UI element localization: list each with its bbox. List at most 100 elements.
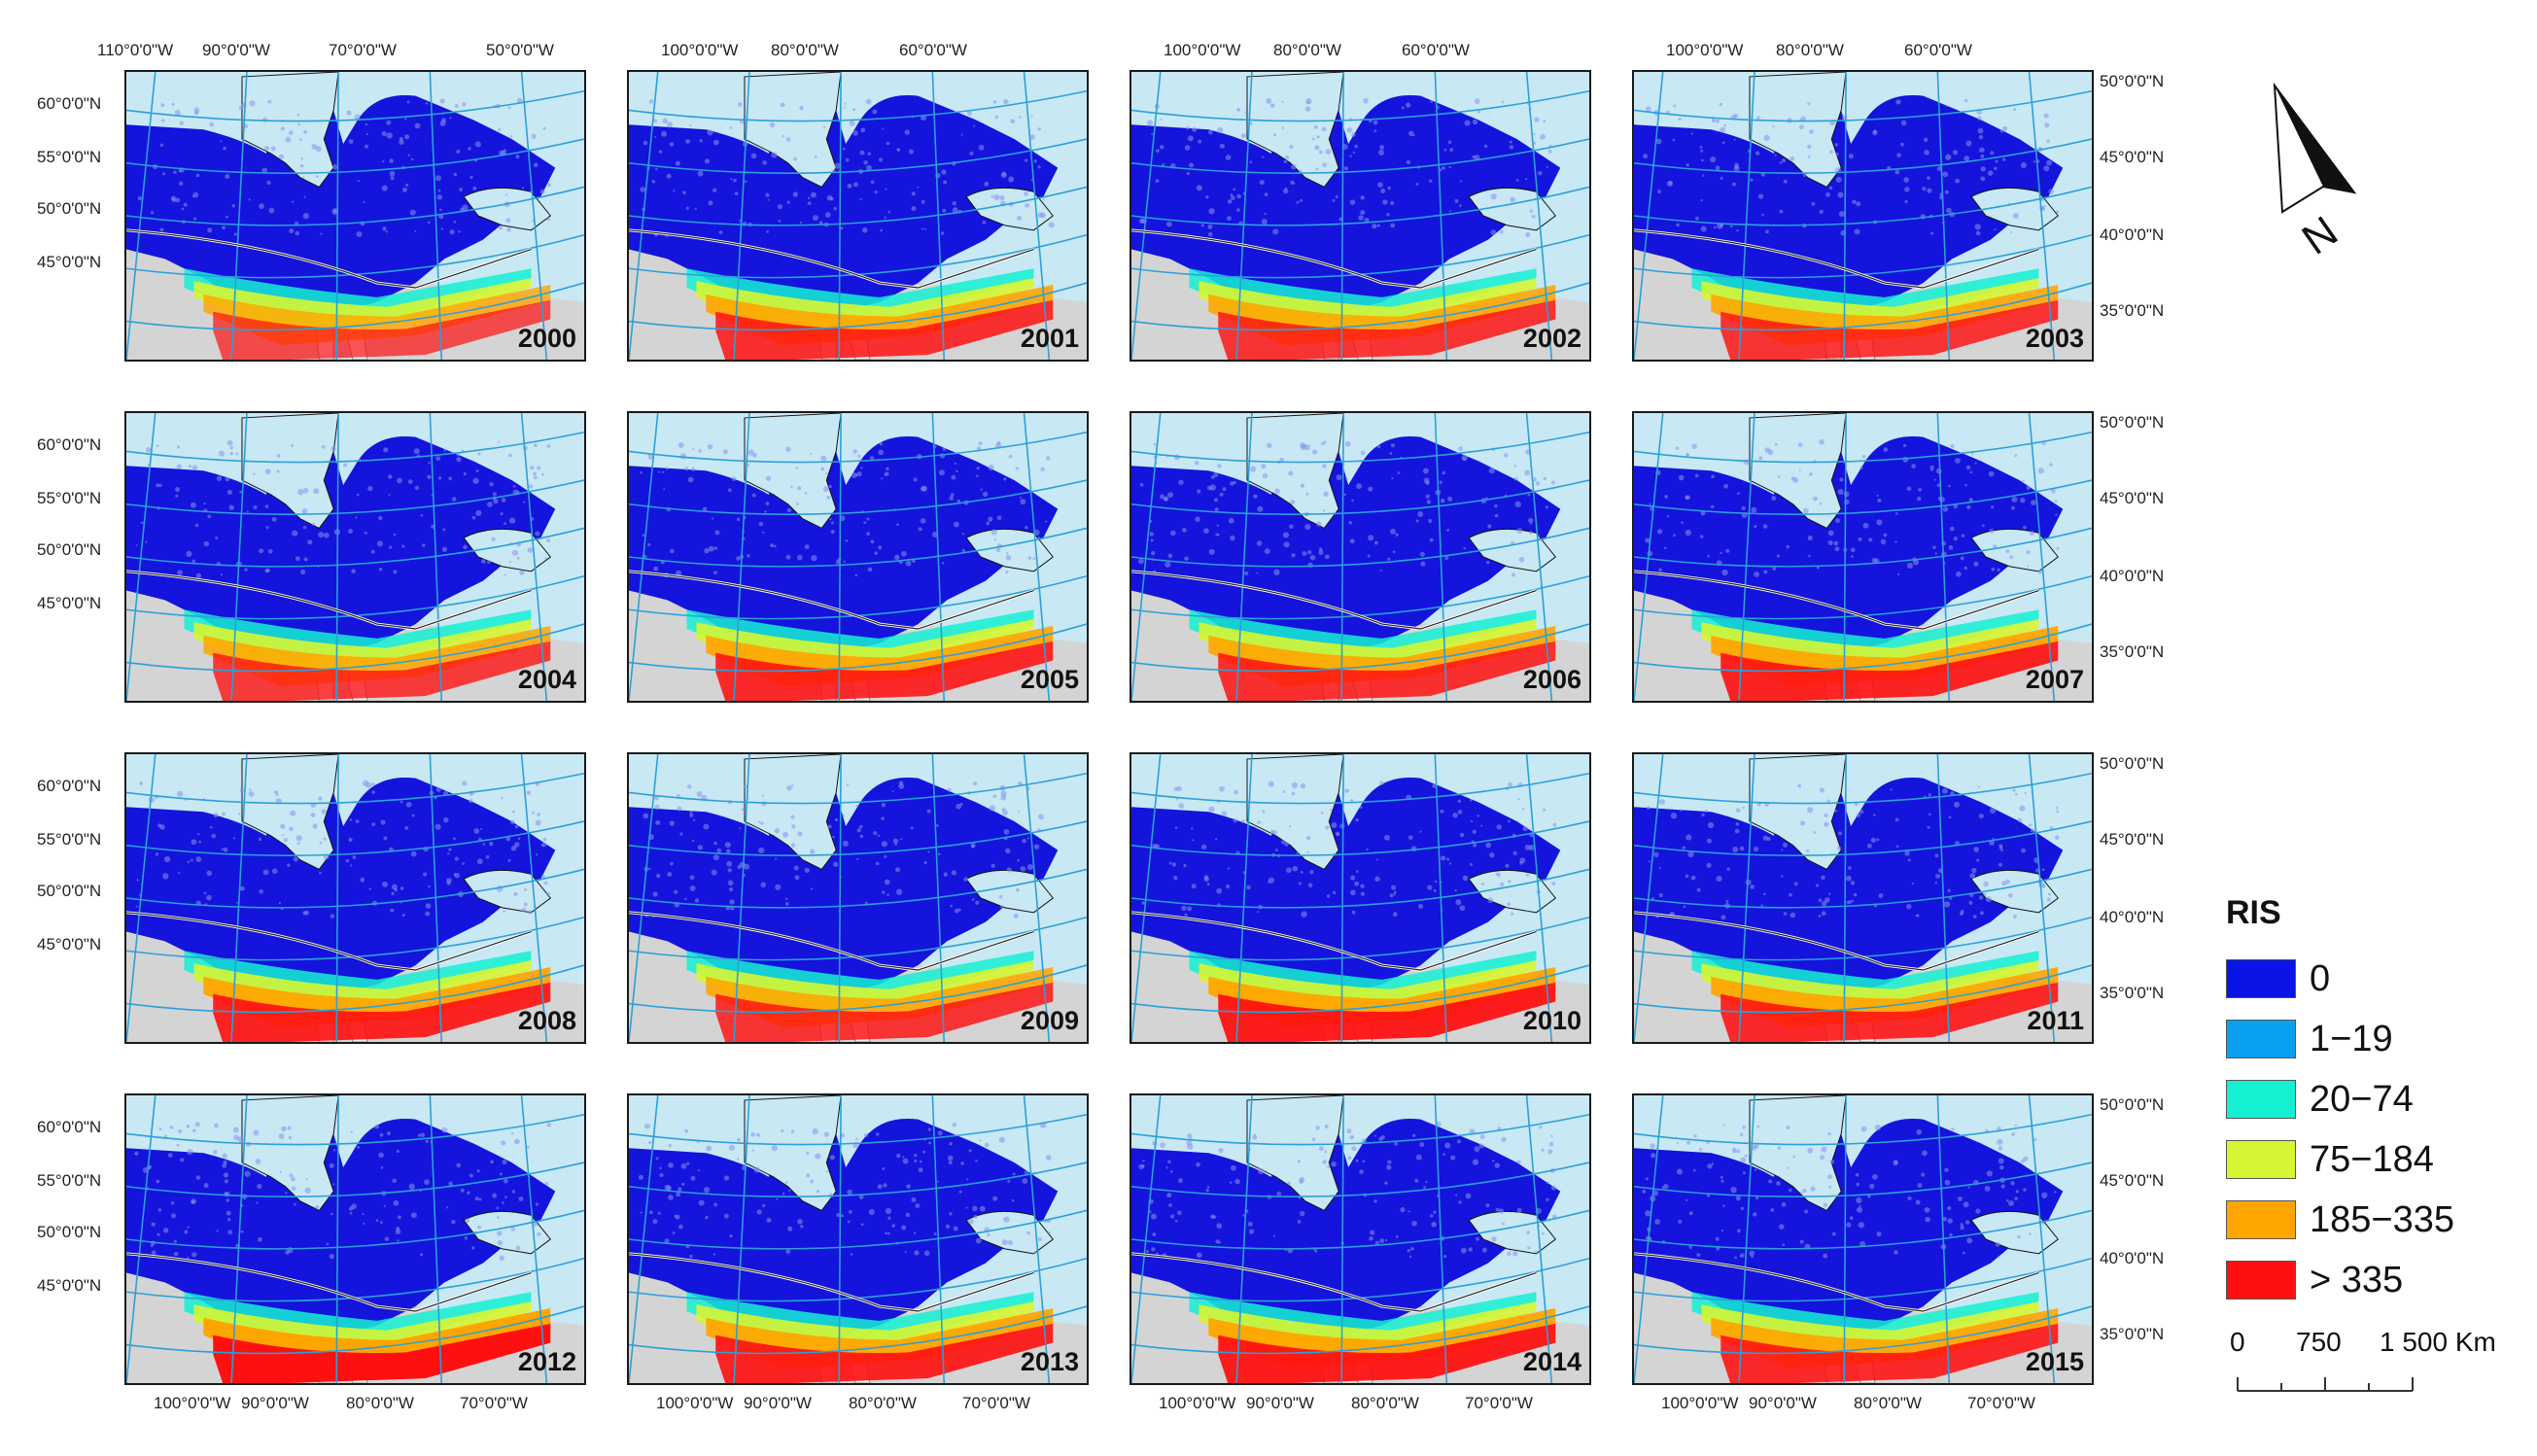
map-panel-2005: 2005 bbox=[627, 411, 1089, 703]
panel-year-label: 2013 bbox=[1020, 1347, 1079, 1376]
right-tick-label: 45°0'0"N bbox=[2100, 830, 2165, 849]
top-tick-label: 80°0'0"W bbox=[1273, 41, 1341, 59]
left-tick-label: 45°0'0"N bbox=[37, 594, 102, 612]
bottom-tick-label: 100°0'0"W bbox=[656, 1394, 734, 1412]
panel-year-label: 2004 bbox=[517, 665, 576, 694]
right-tick-label: 35°0'0"N bbox=[2100, 301, 2165, 320]
legend-label: 0 bbox=[2310, 957, 2331, 999]
top-tick-label: 60°0'0"W bbox=[1402, 41, 1470, 59]
map-panel-2002: 2002 bbox=[1129, 70, 1591, 362]
panel-year-label: 2011 bbox=[2027, 1006, 2084, 1035]
top-tick-label: 100°0'0"W bbox=[1164, 41, 1241, 59]
map-panel-2007: 2007 bbox=[1632, 411, 2094, 703]
panel-year-label: 2008 bbox=[517, 1006, 576, 1035]
right-tick-label: 45°0'0"N bbox=[2100, 489, 2165, 507]
right-tick-label: 45°0'0"N bbox=[2100, 1171, 2165, 1190]
right-tick-label: 50°0'0"N bbox=[2100, 754, 2165, 773]
top-tick-label: 70°0'0"W bbox=[329, 41, 397, 59]
right-tick-label: 35°0'0"N bbox=[2100, 1325, 2165, 1343]
bottom-tick-label: 100°0'0"W bbox=[154, 1394, 231, 1412]
map-panel-2009: 2009 bbox=[627, 752, 1089, 1044]
legend-swatch bbox=[2226, 1080, 2296, 1119]
right-tick-label: 40°0'0"N bbox=[2100, 1249, 2165, 1267]
legend-swatch bbox=[2226, 959, 2296, 998]
map-panel-2014: 2014 bbox=[1129, 1093, 1591, 1385]
top-tick-label: 80°0'0"W bbox=[1776, 41, 1844, 59]
panel-year-label: 2003 bbox=[2025, 324, 2084, 353]
bottom-tick-label: 90°0'0"W bbox=[744, 1394, 812, 1412]
right-tick-label: 35°0'0"N bbox=[2100, 642, 2165, 661]
map-panel-2013: 2013 bbox=[627, 1093, 1089, 1385]
map-panel-2011: 2011 bbox=[1632, 752, 2094, 1044]
left-tick-label: 45°0'0"N bbox=[37, 1276, 102, 1295]
bottom-tick-label: 80°0'0"W bbox=[1854, 1394, 1922, 1412]
map-panel-2008: 2008 bbox=[124, 752, 586, 1044]
right-tick-label: 40°0'0"N bbox=[2100, 567, 2165, 585]
top-tick-label: 60°0'0"W bbox=[899, 41, 967, 59]
panel-year-label: 2002 bbox=[1522, 324, 1581, 353]
bottom-tick-label: 90°0'0"W bbox=[1749, 1394, 1817, 1412]
right-tick-label: 50°0'0"N bbox=[2100, 413, 2165, 432]
top-tick-label: 110°0'0"W bbox=[97, 41, 174, 59]
scale-label-750: 750 bbox=[2296, 1327, 2342, 1357]
right-tick-label: 40°0'0"N bbox=[2100, 908, 2165, 926]
legend-title: RIS bbox=[2226, 894, 2281, 931]
scale-label-1500: 1 500 Km bbox=[2380, 1327, 2496, 1357]
left-tick-label: 60°0'0"N bbox=[37, 777, 102, 795]
scale-label-0: 0 bbox=[2230, 1327, 2245, 1357]
panel-year-label: 2007 bbox=[2025, 665, 2084, 694]
top-tick-label: 100°0'0"W bbox=[1666, 41, 1744, 59]
legend-item: 1−19 bbox=[2226, 1018, 2393, 1060]
left-tick-label: 45°0'0"N bbox=[37, 253, 102, 271]
top-tick-label: 80°0'0"W bbox=[771, 41, 839, 59]
left-tick-label: 45°0'0"N bbox=[37, 935, 102, 953]
legend-item: 20−74 bbox=[2226, 1078, 2414, 1121]
legend-label: 20−74 bbox=[2310, 1078, 2414, 1120]
panel-year-label: 2001 bbox=[1020, 324, 1079, 353]
legend-swatch bbox=[2226, 1020, 2296, 1058]
bottom-tick-label: 70°0'0"W bbox=[962, 1394, 1030, 1412]
left-tick-label: 60°0'0"N bbox=[37, 1118, 102, 1136]
bottom-tick-label: 80°0'0"W bbox=[849, 1394, 917, 1412]
panel-year-label: 2009 bbox=[1020, 1006, 1079, 1035]
panel-year-label: 2000 bbox=[517, 324, 576, 353]
bottom-tick-label: 90°0'0"W bbox=[241, 1394, 309, 1412]
legend-label: > 335 bbox=[2310, 1259, 2404, 1300]
panel-year-label: 2005 bbox=[1020, 665, 1079, 694]
map-panel-2003: 2003 bbox=[1632, 70, 2094, 362]
top-tick-label: 100°0'0"W bbox=[661, 41, 739, 59]
left-tick-label: 50°0'0"N bbox=[37, 199, 102, 218]
bottom-tick-label: 100°0'0"W bbox=[1159, 1394, 1236, 1412]
left-tick-label: 55°0'0"N bbox=[37, 489, 102, 507]
legend-swatch bbox=[2226, 1200, 2296, 1239]
panel-year-label: 2015 bbox=[2025, 1347, 2084, 1376]
right-tick-label: 50°0'0"N bbox=[2100, 1095, 2165, 1114]
left-tick-label: 50°0'0"N bbox=[37, 1223, 102, 1241]
north-arrow: N bbox=[2255, 68, 2362, 272]
panel-year-label: 2010 bbox=[1522, 1006, 1581, 1035]
map-panel-2015: 2015 bbox=[1632, 1093, 2094, 1385]
bottom-tick-label: 100°0'0"W bbox=[1661, 1394, 1739, 1412]
top-tick-label: 60°0'0"W bbox=[1904, 41, 1972, 59]
legend-label: 185−335 bbox=[2310, 1198, 2454, 1240]
bottom-tick-label: 80°0'0"W bbox=[346, 1394, 414, 1412]
bottom-tick-label: 70°0'0"W bbox=[1465, 1394, 1533, 1412]
right-tick-label: 35°0'0"N bbox=[2100, 984, 2165, 1002]
panel-year-label: 2012 bbox=[517, 1347, 576, 1376]
right-tick-label: 45°0'0"N bbox=[2100, 148, 2165, 166]
map-panel-2001: 2001 bbox=[627, 70, 1089, 362]
left-tick-label: 60°0'0"N bbox=[37, 94, 102, 113]
left-tick-label: 55°0'0"N bbox=[37, 148, 102, 166]
left-tick-label: 50°0'0"N bbox=[37, 882, 102, 900]
legend-item: 0 bbox=[2226, 957, 2330, 1000]
legend-label: 1−19 bbox=[2310, 1018, 2393, 1059]
left-tick-label: 50°0'0"N bbox=[37, 540, 102, 559]
bottom-tick-label: 70°0'0"W bbox=[460, 1394, 528, 1412]
map-panel-2010: 2010 bbox=[1129, 752, 1591, 1044]
map-panel-2012: 2012 bbox=[124, 1093, 586, 1385]
top-tick-label: 50°0'0"W bbox=[486, 41, 554, 59]
legend-swatch bbox=[2226, 1140, 2296, 1179]
bottom-tick-label: 70°0'0"W bbox=[1967, 1394, 2035, 1412]
left-tick-label: 55°0'0"N bbox=[37, 1171, 102, 1190]
legend-item: > 335 bbox=[2226, 1259, 2403, 1301]
